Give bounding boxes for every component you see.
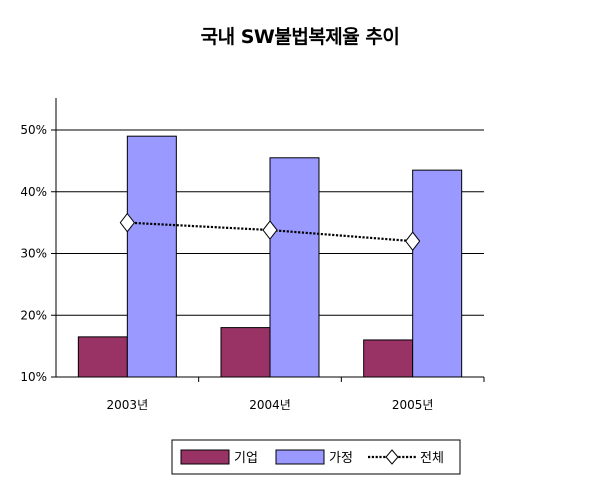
bar-기업-2003년 bbox=[77, 336, 128, 378]
legend-swatch-가정 bbox=[275, 449, 325, 465]
legend-label: 전체 bbox=[420, 451, 444, 466]
bar-기업-2005년 bbox=[363, 339, 414, 378]
total-line bbox=[119, 212, 421, 251]
bar-가정-2004년 bbox=[269, 157, 320, 378]
axes bbox=[51, 98, 485, 382]
x-tick-label: 2005년 bbox=[392, 398, 434, 412]
bar-가정-2005년 bbox=[412, 169, 463, 378]
legend-label: 기업 bbox=[234, 451, 258, 466]
y-tick-label: 20% bbox=[20, 308, 47, 322]
legend: 기업 가정 전체 bbox=[171, 439, 461, 475]
x-tick-labels: 2003년 2004년 2005년 bbox=[107, 398, 434, 412]
total-point-2003년 bbox=[119, 212, 135, 233]
bar-기업-2004년 bbox=[220, 327, 271, 378]
bars bbox=[77, 135, 463, 378]
y-tick-label: 50% bbox=[20, 123, 47, 137]
y-tick-label: 30% bbox=[20, 247, 47, 261]
x-tick-label: 2004년 bbox=[249, 398, 291, 412]
x-tick-label: 2003년 bbox=[107, 398, 149, 412]
chart-title: 국내 SW불법복제율 추이 bbox=[200, 26, 400, 48]
total-point-2004년 bbox=[262, 220, 278, 240]
y-tick-label: 10% bbox=[20, 370, 47, 384]
total-point-2005년 bbox=[405, 231, 421, 251]
legend-label: 가정 bbox=[329, 451, 353, 466]
bar-가정-2003년 bbox=[126, 135, 177, 378]
y-tick-label: 40% bbox=[20, 185, 47, 199]
legend-swatch-diamond bbox=[385, 449, 399, 465]
legend-swatch-기업 bbox=[180, 449, 230, 465]
y-tick-labels: 10% 20% 30% 40% 50% bbox=[20, 123, 47, 384]
total-series-line bbox=[127, 221, 413, 243]
